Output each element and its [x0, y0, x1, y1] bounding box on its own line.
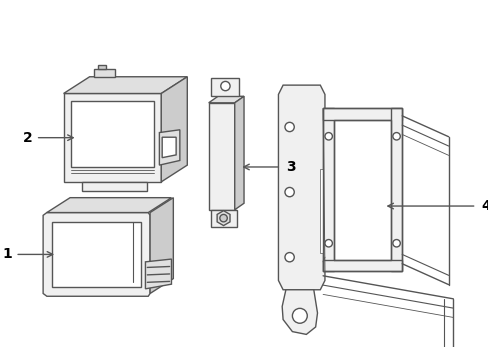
Polygon shape: [63, 94, 161, 182]
Polygon shape: [159, 130, 180, 165]
Polygon shape: [162, 137, 176, 158]
Text: 1: 1: [2, 247, 12, 261]
Polygon shape: [63, 77, 187, 94]
Text: 3: 3: [285, 160, 295, 174]
Circle shape: [392, 132, 400, 140]
Circle shape: [285, 122, 294, 132]
Circle shape: [325, 132, 332, 140]
Polygon shape: [98, 65, 106, 69]
Polygon shape: [420, 350, 460, 360]
Polygon shape: [52, 222, 141, 287]
Polygon shape: [150, 198, 173, 293]
Polygon shape: [71, 101, 154, 167]
Circle shape: [292, 309, 306, 323]
Polygon shape: [323, 260, 401, 271]
Polygon shape: [282, 290, 317, 334]
Polygon shape: [217, 211, 229, 226]
Polygon shape: [82, 182, 147, 191]
Circle shape: [325, 239, 332, 247]
Polygon shape: [390, 108, 401, 271]
Text: 4: 4: [480, 199, 488, 213]
Polygon shape: [323, 108, 334, 271]
Polygon shape: [145, 259, 171, 289]
Circle shape: [285, 253, 294, 262]
Polygon shape: [43, 212, 150, 296]
Polygon shape: [278, 85, 325, 290]
Polygon shape: [161, 77, 187, 182]
Circle shape: [285, 188, 294, 197]
Circle shape: [220, 81, 230, 91]
Text: 2: 2: [23, 131, 33, 145]
Polygon shape: [94, 69, 115, 77]
Polygon shape: [208, 96, 244, 103]
Circle shape: [392, 239, 400, 247]
Polygon shape: [234, 96, 244, 210]
Polygon shape: [47, 198, 171, 212]
Polygon shape: [210, 210, 236, 226]
Circle shape: [220, 215, 227, 222]
Circle shape: [434, 352, 443, 360]
Polygon shape: [211, 78, 239, 96]
Polygon shape: [323, 108, 401, 120]
Polygon shape: [320, 169, 323, 253]
Polygon shape: [208, 103, 234, 210]
